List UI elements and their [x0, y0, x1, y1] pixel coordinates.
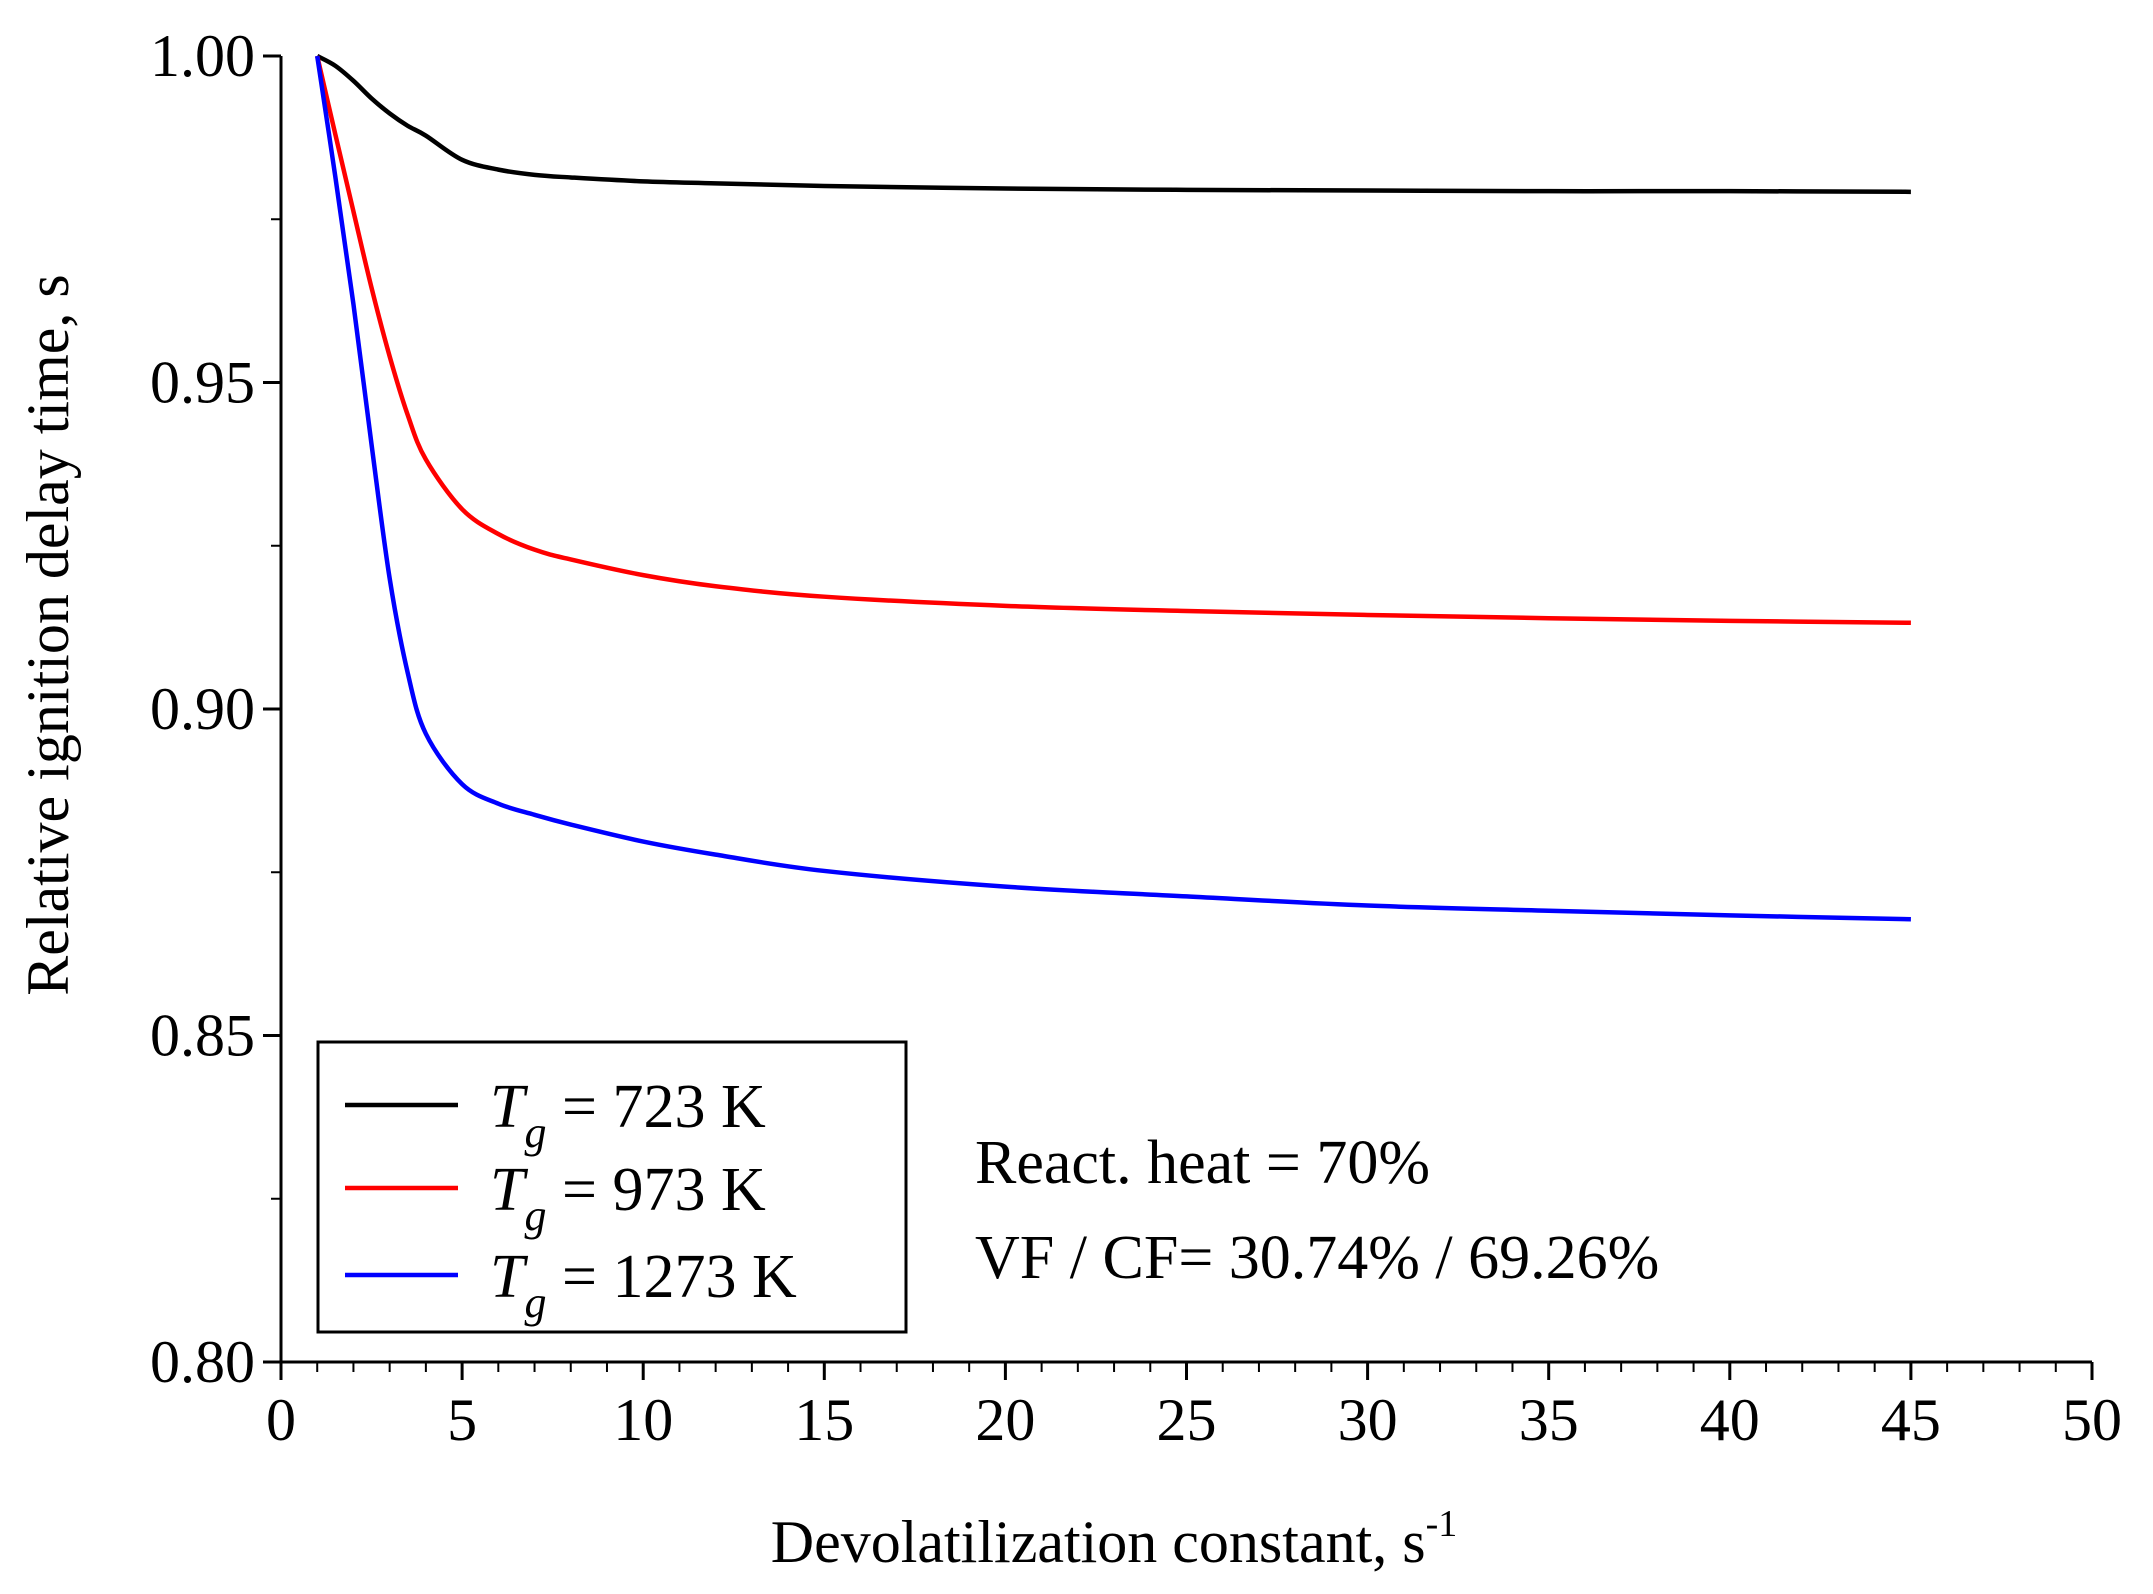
legend-subscript: g — [524, 1278, 546, 1327]
y-tick-label: 0.95 — [150, 350, 255, 416]
reaction-heat-annotation: React. heat = 70% — [975, 1129, 1430, 1197]
x-tick-label: 50 — [2062, 1387, 2122, 1453]
x-tick-label: 35 — [1519, 1387, 1579, 1453]
series-line-723-k — [316, 54, 1911, 195]
legend-symbol: T — [490, 1073, 529, 1141]
legend: Tg = 723 KTg = 973 KTg = 1273 K — [316, 1040, 908, 1334]
series-lines — [314, 54, 1911, 922]
legend-subscript: g — [524, 1108, 546, 1157]
x-axis-ticks: 0 5 10 15 20 25 30 35 40 45 50 — [266, 1362, 2122, 1453]
y-axis-ticks: 0.80 0.85 0.90 0.95 1.00 — [150, 23, 281, 1395]
x-tick-label: 10 — [613, 1387, 673, 1453]
y-tick-label: 0.85 — [150, 1003, 255, 1069]
legend-label-973-k: Tg = 973 K — [490, 1156, 766, 1240]
legend-value: = 1273 K — [546, 1243, 796, 1311]
y-tick-label: 0.80 — [150, 1329, 255, 1395]
x-tick-label: 30 — [1338, 1387, 1398, 1453]
y-tick-label: 1.00 — [150, 23, 255, 89]
legend-subscript: g — [524, 1191, 546, 1240]
x-tick-label: 40 — [1700, 1387, 1760, 1453]
x-tick-label: 5 — [447, 1387, 477, 1453]
x-tick-label: 20 — [975, 1387, 1035, 1453]
x-tick-label: 15 — [794, 1387, 854, 1453]
legend-value: = 973 K — [546, 1156, 765, 1224]
legend-symbol: T — [490, 1243, 529, 1311]
series-line-973-k — [315, 55, 1911, 626]
x-tick-label: 25 — [1157, 1387, 1217, 1453]
legend-symbol: T — [490, 1156, 529, 1224]
annotations: React. heat = 70% VF / CF= 30.74% / 69.2… — [975, 1129, 1659, 1292]
legend-label-1273-k: Tg = 1273 K — [490, 1243, 797, 1327]
legend-value: = 723 K — [546, 1073, 765, 1141]
vf-cf-annotation: VF / CF= 30.74% / 69.26% — [975, 1224, 1659, 1292]
x-tick-label: 0 — [266, 1387, 296, 1453]
series-line-1273-k — [314, 55, 1911, 922]
x-axis-title: Devolatilization constant, s-1 — [771, 1503, 1458, 1575]
legend-label-723-k: Tg = 723 K — [490, 1073, 766, 1157]
x-axis-title-text: Devolatilization constant, s — [771, 1509, 1426, 1575]
x-axis-title-superscript: -1 — [1426, 1503, 1458, 1545]
y-axis-title: Relative ignition delay time, s — [15, 274, 81, 996]
y-tick-label: 0.90 — [150, 676, 255, 742]
x-tick-label: 45 — [1881, 1387, 1941, 1453]
